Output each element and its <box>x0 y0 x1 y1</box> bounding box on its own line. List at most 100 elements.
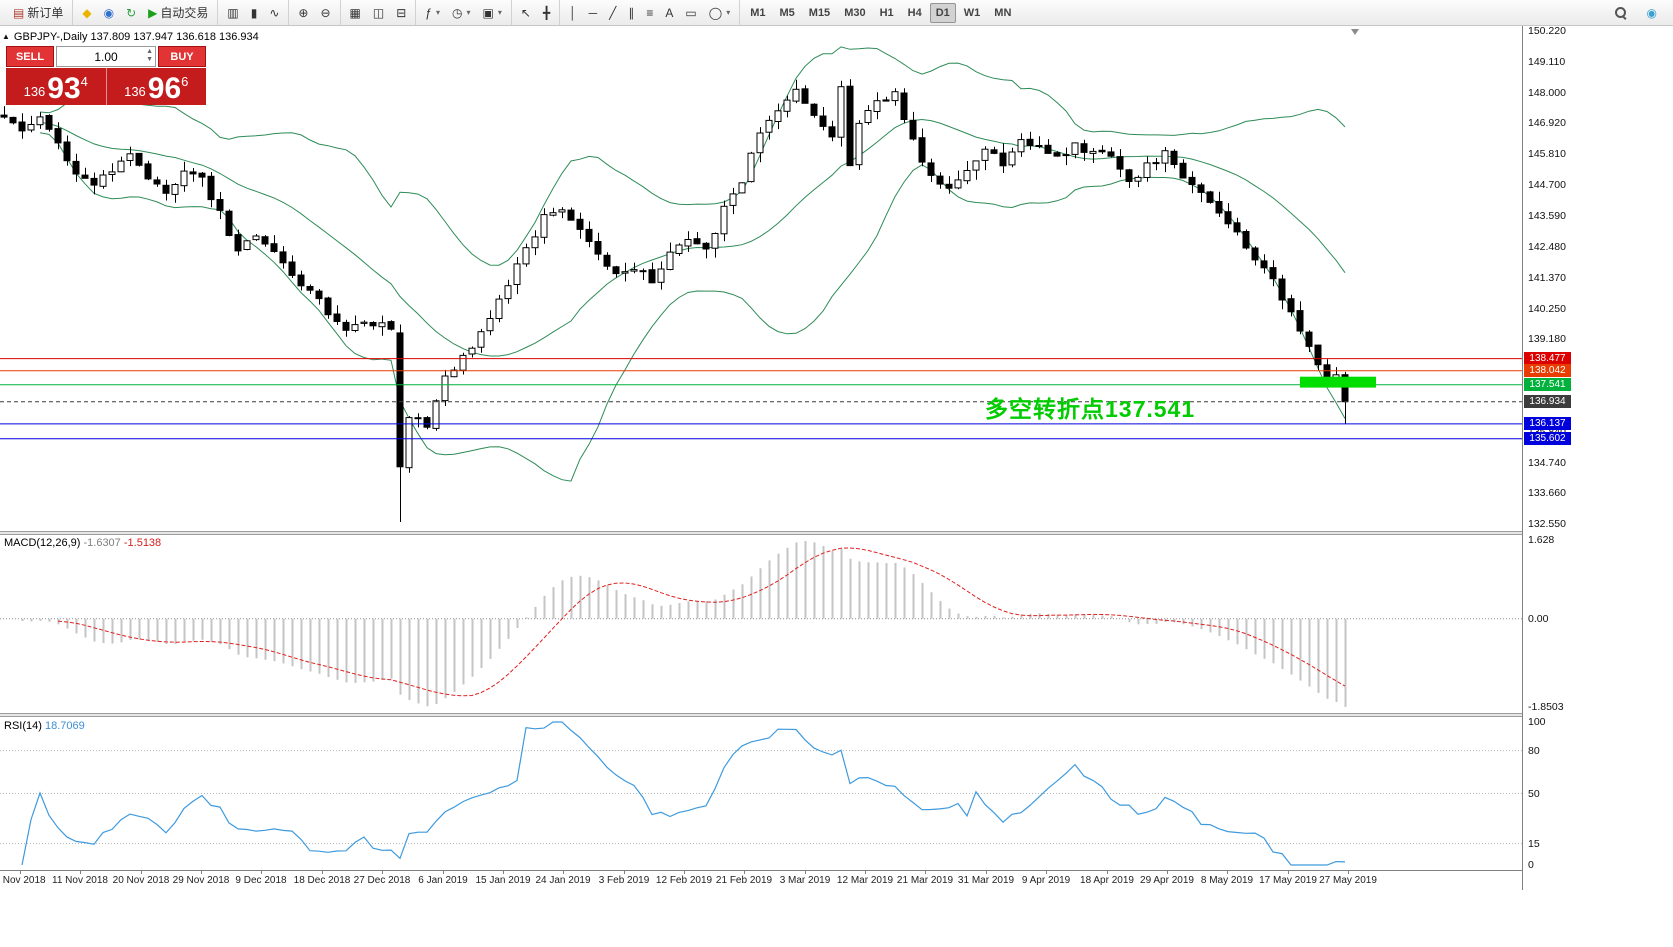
zoom-out-button[interactable]: ⊖ <box>315 3 335 23</box>
date-label: 12 Feb 2019 <box>655 875 713 886</box>
volume-down-icon[interactable]: ▼ <box>146 56 153 63</box>
metaeditor-icon: ◆ <box>82 5 92 20</box>
metaeditor-button[interactable]: ◆ <box>77 3 96 23</box>
zoom-out-icon: ⊖ <box>320 5 331 20</box>
rsi-line <box>21 721 1346 866</box>
price-axis-label: 132.550 <box>1528 518 1566 530</box>
volume-stepper[interactable]: ▲ ▼ <box>146 48 153 64</box>
horizontal-line-button[interactable]: ─ <box>584 3 603 23</box>
indicators-button[interactable]: ƒ ▾ <box>420 3 445 23</box>
templates-button[interactable]: ▣ ▾ <box>477 3 506 23</box>
rsi-panel-separator[interactable] <box>0 713 1570 717</box>
price-axis-label: 149.110 <box>1528 55 1566 68</box>
autotrading-button-label: 自动交易 <box>160 6 209 20</box>
crosshair-button[interactable]: ╋ <box>538 3 555 23</box>
rsi-label: RSI(14) 18.7069 <box>4 720 85 732</box>
line-chart-button[interactable]: ∿ <box>264 3 284 23</box>
date-label: 18 Dec 2018 <box>293 875 351 886</box>
crosshair-icon: ╋ <box>542 5 551 20</box>
buy-button[interactable]: BUY <box>158 46 206 67</box>
timeframe-d1[interactable]: D1 <box>929 2 956 23</box>
channel-button[interactable]: ∥ <box>623 3 639 23</box>
time-tick <box>744 871 745 874</box>
bar-chart-icon: ▥ <box>227 5 239 20</box>
price-axis[interactable]: 150.220 149.110 148.000 146.920 145.810 144.7… <box>1522 25 1673 890</box>
timeframe-h1[interactable]: H1 <box>879 6 894 19</box>
toolbar-group-draw-tools: │ ─ ╱ ∥ ≡ A ▭ ◯ ▾ <box>559 0 739 25</box>
sell-quote[interactable]: 136 93 4 <box>6 68 107 105</box>
toolbar-group-cursor-tools: ↖ ╋ <box>510 0 559 25</box>
candlestick-chart-button[interactable]: ▮ <box>246 3 263 23</box>
timeframe-m5[interactable]: M5 <box>779 6 795 19</box>
cascade-windows-button[interactable]: ⊟ <box>391 3 411 23</box>
timeframe-m15[interactable]: M15 <box>808 6 831 19</box>
price-tag-136.934: 136.934 <box>1524 395 1571 409</box>
rsi-axis-label: 100 <box>1528 716 1546 728</box>
arrange-windows-button[interactable]: ◫ <box>368 3 389 23</box>
timeframe-m30[interactable]: M30 <box>844 6 866 19</box>
cascade-windows-icon: ⊟ <box>396 5 407 20</box>
community-button[interactable]: ◉ <box>1642 3 1662 23</box>
macd-panel-separator[interactable] <box>0 531 1570 535</box>
label-button[interactable]: ▭ <box>680 3 701 23</box>
one-click-collapse-arrow[interactable]: ▲ <box>2 32 10 41</box>
cursor-button[interactable]: ↖ <box>516 3 536 23</box>
chart-canvas[interactable] <box>0 26 1522 890</box>
buy-quote[interactable]: 136 96 6 <box>106 68 206 105</box>
cursor-icon: ↖ <box>520 5 531 20</box>
market-watch-button[interactable]: ◉ <box>99 3 119 23</box>
timeframe-m1[interactable]: M1 <box>750 6 766 19</box>
text-button[interactable]: A <box>660 3 678 23</box>
date-label: 29 Apr 2019 <box>1140 875 1194 886</box>
toolbar-right: ◉ <box>1609 3 1663 23</box>
vertical-line-button[interactable]: │ <box>564 3 582 23</box>
volume-input[interactable]: 1.00 ▲ ▼ <box>56 46 156 67</box>
search-icon <box>1614 6 1627 19</box>
fibonacci-button[interactable]: ≡ <box>641 3 658 23</box>
zoom-in-button[interactable]: ⊕ <box>293 3 313 23</box>
channel-icon: ∥ <box>628 5 635 20</box>
toolbar-left: ▤ 新订单 ◆ ◉ ↻ ▶ 自动交易 ▥ ▮ ∿ ⊕ ⊖ ▦ ◫ ⊟ ƒ ▾ ◷ ▾ ▣ ▾ ↖ ╋ │ ─ ╱ ∥ ≡ A ▭ ◯ ▾ M1 M… <box>4 0 1021 25</box>
trendline-icon: ╱ <box>609 5 617 20</box>
chart-shift-marker[interactable] <box>1351 29 1359 35</box>
price-axis-label: 134.740 <box>1528 456 1566 469</box>
fibonacci-icon: ≡ <box>646 5 654 20</box>
macd-name: MACD(12,26,9) <box>4 537 81 549</box>
timeframe-mn[interactable]: MN <box>994 6 1012 19</box>
time-tick <box>80 871 81 874</box>
periods-button[interactable]: ◷ ▾ <box>447 3 476 23</box>
line-chart-icon: ∿ <box>269 5 280 20</box>
sell-button[interactable]: SELL <box>6 46 54 67</box>
new-order-button[interactable]: ▤ 新订单 <box>8 3 68 23</box>
price-tag-135.602: 135.602 <box>1524 432 1571 446</box>
price-tag-136.137: 136.137 <box>1524 417 1571 431</box>
bar-chart-button[interactable]: ▥ <box>222 3 243 23</box>
tile-windows-button[interactable]: ▦ <box>345 3 366 23</box>
date-label: 17 May 2019 <box>1259 875 1317 886</box>
time-tick <box>503 871 504 874</box>
toolbar-group-windows: ▦ ◫ ⊟ <box>339 0 416 25</box>
search-button[interactable] <box>1610 3 1632 23</box>
shapes-button[interactable]: ◯ ▾ <box>704 3 735 23</box>
date-label: 8 May 2019 <box>1200 875 1254 886</box>
highlight-rectangle[interactable] <box>1300 376 1376 388</box>
refresh-button[interactable]: ↻ <box>121 3 141 23</box>
timeframe-w1[interactable]: W1 <box>963 6 981 19</box>
date-label: 31 Mar 2019 <box>957 875 1015 886</box>
toolbar-group-orders: ▤ 新订单 <box>4 0 72 25</box>
timeframe-h4[interactable]: H4 <box>907 6 922 19</box>
price-axis-label: 144.700 <box>1528 179 1566 191</box>
autotrading-button[interactable]: ▶ 自动交易 <box>143 3 213 23</box>
date-label: 9 Dec 2018 <box>235 875 287 886</box>
volume-value: 1.00 <box>94 49 118 64</box>
rsi-axis-label: 0 <box>1528 859 1534 871</box>
macd-label: MACD(12,26,9) -1.6307 -1.5138 <box>4 537 161 549</box>
time-tick <box>925 871 926 874</box>
market-watch-icon: ◉ <box>103 5 115 20</box>
annotation-text: 多空转折点137.541 <box>985 396 1196 422</box>
price-axis-label: 140.250 <box>1528 303 1566 316</box>
volume-up-icon[interactable]: ▲ <box>146 48 153 55</box>
trendline-button[interactable]: ╱ <box>604 3 621 23</box>
tile-windows-icon: ▦ <box>349 5 361 20</box>
